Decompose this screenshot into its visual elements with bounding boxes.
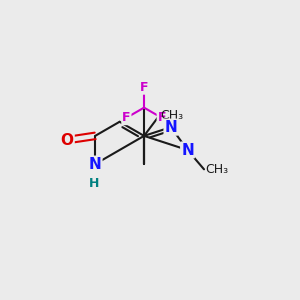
Text: H: H xyxy=(89,177,99,190)
Text: N: N xyxy=(89,157,101,172)
Text: N: N xyxy=(181,142,194,158)
Text: CH₃: CH₃ xyxy=(160,109,184,122)
Text: F: F xyxy=(158,111,166,124)
Text: F: F xyxy=(122,111,130,124)
Text: F: F xyxy=(140,81,148,94)
Text: N: N xyxy=(164,120,177,135)
Text: O: O xyxy=(61,133,74,148)
Text: CH₃: CH₃ xyxy=(205,163,228,176)
